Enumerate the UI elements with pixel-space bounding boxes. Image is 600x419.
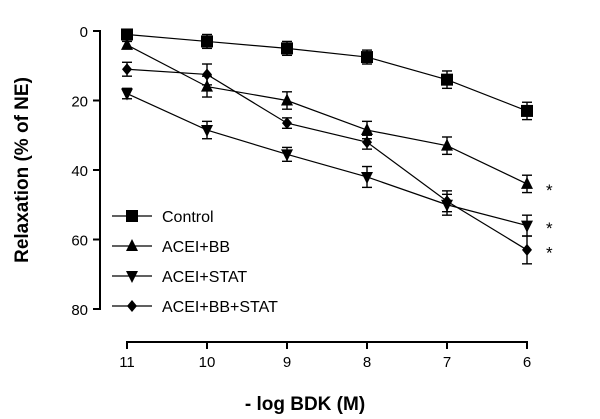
data-point-acei-bb-stat [122,63,132,76]
data-point-acei-bb-stat [442,195,452,208]
series-line-acei-bb [126,44,528,185]
data-point-acei-bb [281,93,293,106]
y-axis-title: Relaxation (% of NE) [12,77,33,263]
legend-label: ACEI+BB [162,239,230,256]
data-point-control [201,35,213,48]
series-acei-bb-stat [122,61,532,265]
x-tick-label: 11 [119,354,135,371]
x-tick-label: 9 [283,354,291,371]
x-tick-label: 7 [443,354,451,371]
x-axis-title: - log BDK (M) [245,394,365,415]
legend-label: ACEI+STAT [162,269,247,286]
axes: 0 20 40 60 80 11 10 9 8 7 6 [71,24,531,371]
data-point-acei-bb [201,79,213,92]
legend-item-acei-stat: ACEI+STAT [112,269,247,286]
x-tick-label: 6 [523,354,531,371]
data-point-control [361,51,373,64]
data-point-control [441,73,453,86]
legend: Control ACEI+BB ACEI+STAT ACEI+BB+STAT [112,209,278,316]
data-point-control [521,104,533,117]
data-point-acei-bb [441,138,453,151]
legend-label: Control [162,209,214,226]
series-control [121,28,533,121]
x-tick-label: 10 [199,354,216,371]
legend-item-acei-bb-stat: ACEI+BB+STAT [112,299,278,316]
legend-item-control: Control [112,209,214,226]
significance-asterisk: * [546,243,553,262]
significance-asterisk: * [546,181,553,200]
data-point-acei-bb-stat [362,136,372,149]
legend-marker [126,210,138,222]
y-tick-label: 60 [71,233,88,250]
legend-item-acei-bb: ACEI+BB [112,239,230,256]
series-acei-bb [121,37,533,194]
data-point-acei-stat [121,88,133,101]
data-point-control [281,42,293,55]
data-point-acei-stat [521,220,533,233]
series-layer [121,28,533,265]
data-point-acei-bb-stat [522,243,532,256]
series-line-acei-stat [126,93,528,227]
y-tick-label: 20 [71,94,88,111]
y-tick-label: 80 [71,302,88,319]
y-tick-label: 40 [71,163,88,180]
data-point-acei-stat [361,171,373,184]
significance-asterisk: * [546,219,553,238]
annotations: * * * [546,181,553,263]
data-point-acei-bb-stat [282,117,292,130]
data-point-acei-bb [121,37,133,50]
legend-marker [126,271,138,283]
data-point-acei-stat [201,125,213,138]
legend-label: ACEI+BB+STAT [162,299,278,316]
legend-marker [126,239,138,251]
legend-marker [127,300,137,312]
data-point-acei-stat [281,149,293,162]
x-tick-label: 8 [363,354,371,371]
y-tick-label: 0 [80,24,88,41]
data-point-acei-bb-stat [202,68,212,81]
series-line-control [126,33,528,112]
data-point-acei-bb [361,123,373,136]
data-point-acei-bb [521,176,533,189]
data-point-control [121,28,133,41]
series-line-acei-bb-stat [126,68,528,251]
